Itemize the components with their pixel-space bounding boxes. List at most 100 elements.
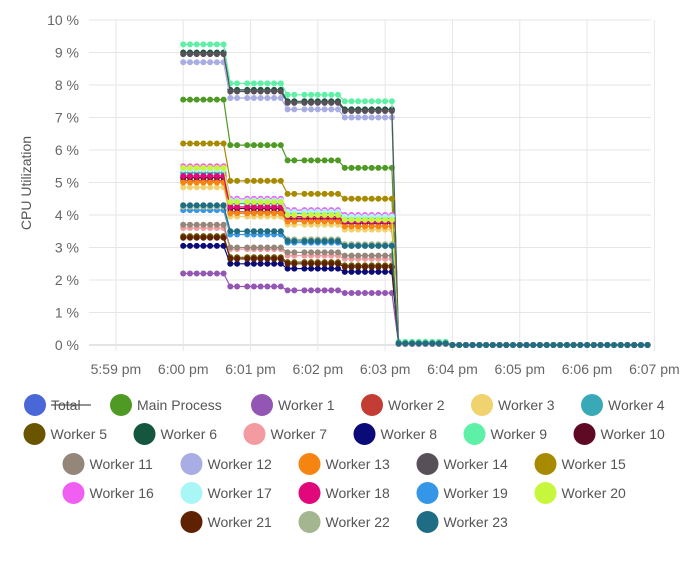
- legend-item-worker-1[interactable]: Worker 1: [251, 394, 335, 416]
- data-point: [180, 221, 187, 228]
- data-point: [213, 164, 220, 171]
- data-point: [187, 179, 193, 186]
- legend-item-worker-8[interactable]: Worker 8: [353, 423, 438, 445]
- legend-item-worker-20[interactable]: Worker 20: [534, 482, 627, 504]
- data-point: [355, 216, 362, 223]
- data-point: [382, 264, 389, 270]
- data-point: [207, 164, 214, 171]
- data-point: [271, 177, 278, 184]
- data-point: [348, 264, 355, 270]
- data-point: [355, 252, 362, 259]
- data-point: [335, 249, 341, 256]
- data-point: [355, 195, 362, 202]
- data-point: [456, 342, 463, 348]
- legend-item-worker-9[interactable]: Worker 9: [463, 423, 548, 445]
- data-point: [227, 283, 234, 290]
- data-point: [257, 88, 264, 95]
- data-point: [200, 96, 207, 103]
- legend-item-main-process[interactable]: Main Process: [110, 394, 222, 416]
- data-point: [415, 340, 422, 347]
- legend-label: Worker 2: [388, 397, 445, 413]
- data-point: [257, 210, 264, 217]
- data-point: [368, 223, 375, 230]
- data-point: [604, 342, 611, 348]
- data-point: [308, 287, 315, 294]
- legend-item-worker-18[interactable]: Worker 18: [298, 482, 391, 504]
- data-point: [244, 199, 251, 205]
- data-point: [250, 199, 257, 205]
- legend-item-worker-3[interactable]: Worker 3: [471, 394, 555, 416]
- data-point: [301, 260, 308, 267]
- data-point: [341, 242, 348, 249]
- legend-item-worker-23[interactable]: Worker 23: [416, 511, 509, 533]
- data-point: [284, 99, 291, 106]
- data-point: [355, 223, 362, 230]
- data-point: [244, 177, 251, 184]
- data-point: [368, 114, 375, 121]
- data-point: [489, 342, 496, 348]
- data-point: [375, 223, 382, 230]
- legend-swatch: [416, 482, 439, 504]
- legend-item-worker-14[interactable]: Worker 14: [416, 453, 509, 475]
- data-point: [187, 242, 193, 249]
- data-point: [250, 228, 257, 235]
- legend-item-worker-6[interactable]: Worker 6: [133, 423, 218, 445]
- data-point: [355, 264, 362, 270]
- data-point: [291, 287, 298, 294]
- data-point: [234, 260, 241, 267]
- legend-label: Worker 6: [161, 426, 218, 442]
- legend-item-worker-16[interactable]: Worker 16: [62, 482, 155, 504]
- legend-item-worker-5[interactable]: Worker 5: [23, 423, 108, 445]
- data-point: [362, 264, 368, 270]
- data-point: [328, 91, 335, 98]
- legend-item-worker-11[interactable]: Worker 11: [62, 453, 153, 475]
- data-point: [180, 234, 187, 241]
- legend-item-worker-12[interactable]: Worker 12: [180, 453, 273, 475]
- data-point: [213, 179, 220, 186]
- data-point: [584, 342, 591, 348]
- legend-item-worker-15[interactable]: Worker 15: [534, 453, 627, 475]
- data-point: [429, 340, 436, 347]
- legend-item-worker-22[interactable]: Worker 22: [298, 511, 391, 533]
- data-point: [180, 51, 187, 58]
- data-point: [207, 202, 214, 209]
- legend-item-worker-2[interactable]: Worker 2: [361, 394, 445, 416]
- data-point: [207, 51, 214, 58]
- data-point: [213, 140, 220, 147]
- data-point: [368, 98, 375, 105]
- data-point: [308, 99, 315, 106]
- data-point: [244, 283, 251, 290]
- data-point: [355, 290, 362, 296]
- data-point: [590, 342, 597, 348]
- legend-item-worker-21[interactable]: Worker 21: [180, 511, 273, 533]
- legend-item-worker-13[interactable]: Worker 13: [298, 453, 391, 475]
- legend-item-worker-7[interactable]: Worker 7: [243, 423, 328, 445]
- legend-item-worker-10[interactable]: Worker 10: [573, 423, 666, 445]
- data-point: [341, 223, 348, 230]
- x-tick-label: 6:05 pm: [494, 361, 545, 377]
- data-point: [207, 140, 214, 147]
- data-point: [227, 199, 234, 205]
- data-point: [264, 228, 271, 235]
- data-point: [328, 99, 335, 106]
- data-point: [375, 290, 382, 296]
- data-point: [220, 234, 227, 241]
- data-point: [187, 221, 193, 228]
- x-axis: 5:59 pm 6:00 pm 6:01 pm 6:02 pm 6:03 pm 6:04 …: [91, 361, 680, 377]
- data-point: [570, 342, 577, 348]
- x-tick-label: 6:07 pm: [629, 361, 680, 377]
- series-line: [183, 99, 648, 346]
- legend-item-worker-17[interactable]: Worker 17: [180, 482, 273, 504]
- legend-item-total[interactable]: Total: [24, 394, 91, 416]
- data-point: [193, 242, 200, 249]
- data-point: [355, 98, 362, 105]
- data-point: [355, 108, 362, 114]
- data-point: [321, 91, 328, 98]
- series-line: [183, 206, 648, 346]
- legend-item-worker-4[interactable]: Worker 4: [581, 394, 665, 416]
- grid: [89, 19, 655, 351]
- data-point: [220, 140, 227, 147]
- legend-item-worker-19[interactable]: Worker 19: [416, 482, 509, 504]
- data-point: [301, 238, 308, 244]
- data-point: [348, 242, 355, 249]
